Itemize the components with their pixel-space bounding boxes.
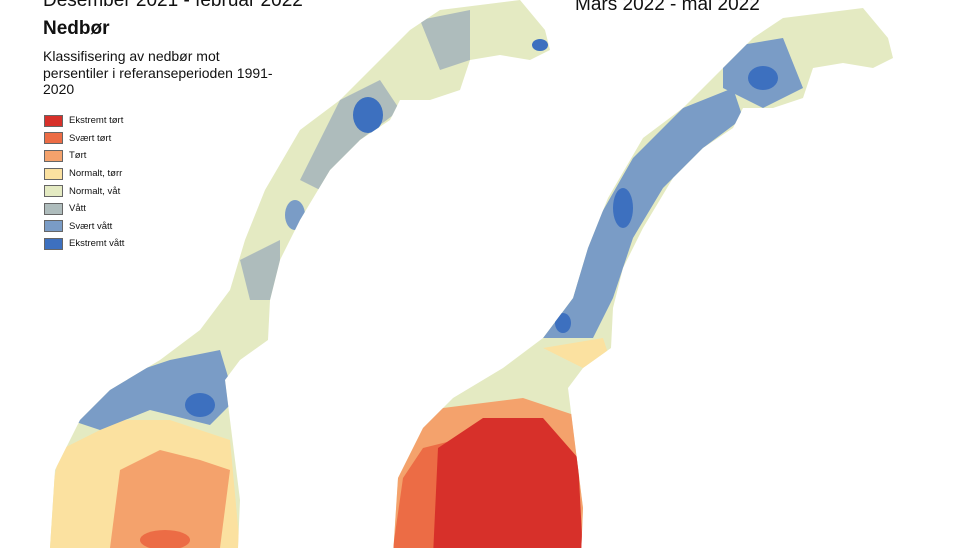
legend-item: Ekstremt tørt <box>44 112 124 130</box>
legend-subtitle: Klassifisering av nedbør mot persentiler… <box>43 48 273 97</box>
legend-label: Svært tørt <box>69 132 112 144</box>
legend-label: Normalt, tørr <box>69 168 123 180</box>
legend-item: Vått <box>44 200 124 218</box>
legend-label: Normalt, våt <box>69 185 121 197</box>
legend-swatch <box>44 202 63 215</box>
legend-label: Ekstremt vått <box>69 238 125 250</box>
legend-label: Svært vått <box>69 220 113 232</box>
legend-item: Normalt, våt <box>44 182 124 200</box>
legend-swatch <box>44 114 63 127</box>
legend-swatch <box>44 185 63 198</box>
legend-item: Svært tørt <box>44 130 124 148</box>
legend-label: Tørt <box>69 150 87 162</box>
left-map-title: Desember 2021 - februar 2022 <box>43 0 303 11</box>
legend-label: Vått <box>69 203 86 215</box>
legend-item: Tørt <box>44 147 124 165</box>
legend-swatch <box>44 220 63 233</box>
legend-item: Svært vått <box>44 218 124 236</box>
legend-swatch <box>44 167 63 180</box>
legend-swatch <box>44 237 63 250</box>
legend-item: Ekstremt vått <box>44 235 124 253</box>
legend-label: Ekstremt tørt <box>69 115 124 127</box>
legend-swatch <box>44 132 63 145</box>
legend-heading: Nedbør <box>43 18 110 39</box>
legend: Ekstremt tørt Svært tørt Tørt Normalt, t… <box>44 112 124 253</box>
legend-item: Normalt, tørr <box>44 165 124 183</box>
legend-swatch <box>44 149 63 162</box>
right-map-title: Mars 2022 - mai 2022 <box>575 0 760 15</box>
